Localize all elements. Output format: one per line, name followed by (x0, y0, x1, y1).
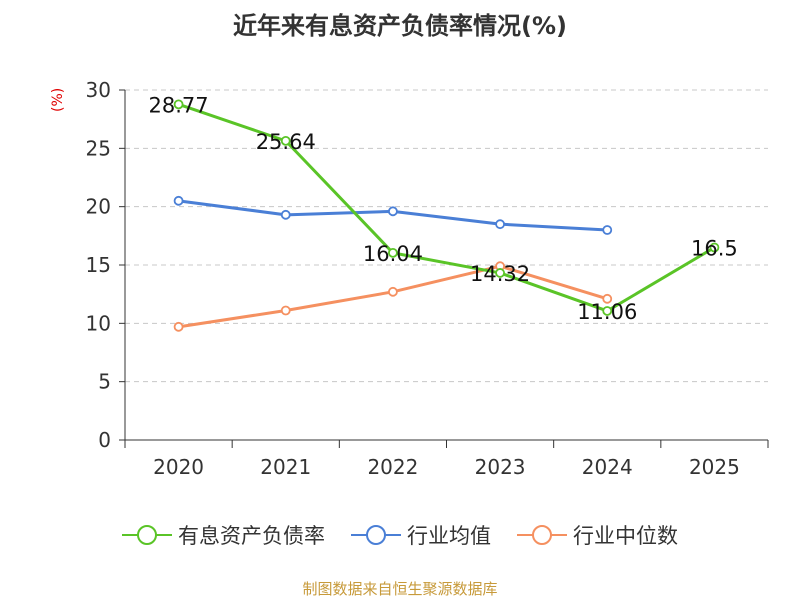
chart-legend: 有息资产负债率 行业均值 行业中位数 (0, 520, 800, 550)
legend-item-primary[interactable]: 有息资产负债率 (122, 520, 325, 550)
data-label: 28.77 (149, 93, 209, 117)
series-point-1 (495, 219, 505, 230)
y-tick-label: 30 (86, 78, 111, 102)
y-tick-label: 0 (98, 428, 111, 452)
chart-title: 近年来有息资产负债率情况(%) (233, 12, 567, 40)
x-tick-label: 2025 (689, 455, 740, 479)
series-point-0 (709, 242, 720, 253)
y-tick-label: 25 (86, 136, 111, 160)
x-tick-label: 2022 (367, 455, 418, 479)
legend-item-median[interactable]: 行业中位数 (517, 520, 678, 550)
data-label: 25.64 (256, 130, 316, 154)
series-point-1 (388, 206, 398, 217)
x-tick-label: 2021 (260, 455, 311, 479)
legend-marker-icon (517, 525, 567, 545)
legend-marker-icon (351, 525, 401, 545)
series-point-2 (602, 293, 613, 304)
y-tick-label: 20 (86, 195, 111, 219)
series-point-2 (388, 286, 398, 297)
x-tick-label: 2023 (475, 455, 526, 479)
series-point-1 (173, 195, 184, 206)
data-label: 16.04 (363, 242, 423, 266)
x-tick-label: 2024 (582, 455, 633, 479)
data-label: 11.06 (577, 300, 637, 324)
series-point-1 (280, 209, 291, 220)
series-point-0 (602, 306, 613, 316)
series-point-1 (602, 225, 613, 235)
data-label: 14.32 (470, 262, 530, 286)
legend-item-average[interactable]: 行业均值 (351, 520, 491, 550)
legend-label: 有息资产负债率 (178, 524, 325, 548)
series-point-0 (388, 247, 398, 258)
series-point-2 (280, 305, 291, 316)
legend-circle (366, 525, 386, 545)
series-point-2 (173, 321, 184, 332)
series-line-0 (178, 102, 716, 313)
series-point-0 (280, 135, 291, 146)
x-tick-label: 2020 (153, 455, 204, 479)
legend-label: 行业中位数 (573, 524, 678, 548)
legend-marker-icon (122, 525, 172, 545)
y-tick-label: 5 (98, 370, 111, 394)
legend-label: 行业均值 (407, 524, 491, 548)
legend-circle (137, 525, 157, 545)
series-point-0 (495, 268, 505, 278)
y-tick-label: 10 (86, 311, 111, 335)
data-label: 16.5 (691, 237, 738, 261)
legend-circle (532, 525, 552, 545)
y-tick-label: 15 (86, 253, 111, 277)
data-source-note: 制图数据来自恒生聚源数据库 (302, 580, 498, 598)
series-point-0 (173, 99, 184, 110)
